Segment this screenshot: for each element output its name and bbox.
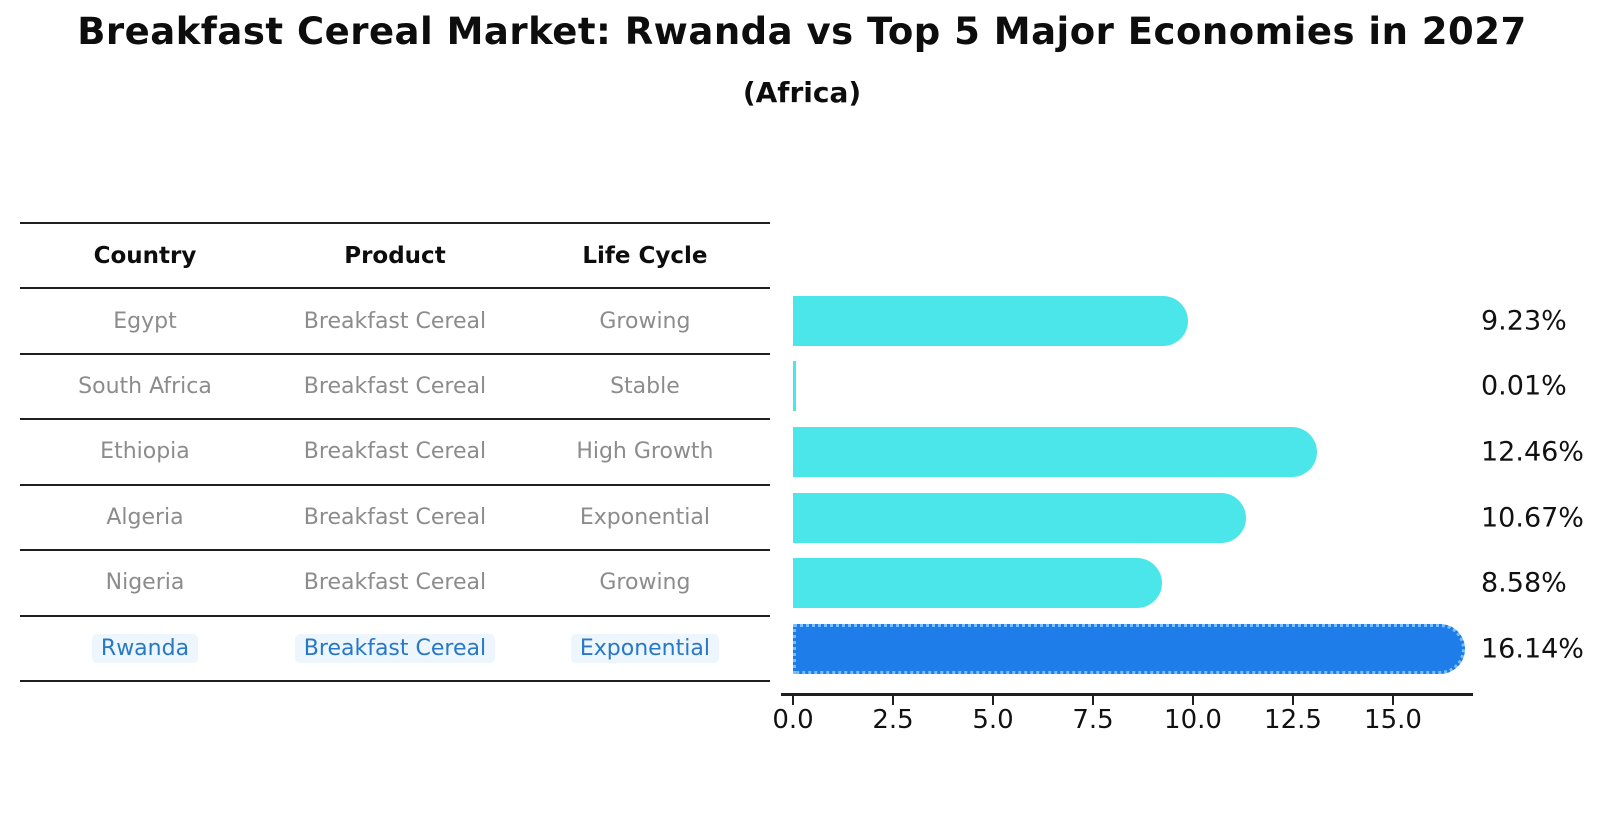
bar-value-label: 8.58%	[1481, 567, 1567, 599]
x-axis-tick-mark	[892, 696, 894, 705]
x-axis-tick-mark	[992, 696, 994, 705]
table-row-egypt: Egypt Breakfast Cereal Growing	[20, 287, 770, 352]
chart-title: Breakfast Cereal Market: Rwanda vs Top 5…	[77, 10, 1527, 53]
x-axis-tick-mark	[1092, 696, 1094, 705]
table-cell-life-cycle: Growing	[520, 309, 770, 334]
country-table: Country Product Life Cycle Egypt Breakfast C…	[20, 222, 770, 682]
bar-rwanda	[793, 624, 1465, 675]
table-header-product: Product	[344, 242, 446, 269]
table-cell-product: Breakfast Cereal	[270, 309, 520, 334]
table-cell-text: Breakfast Cereal	[294, 633, 496, 663]
x-axis-tick-label: 7.5	[1072, 705, 1114, 735]
table-cell-text: South Africa	[78, 374, 212, 400]
table-cell-life-cycle: Exponential	[520, 505, 770, 530]
table-cell-text: Exponential	[570, 633, 719, 663]
x-axis-tick-mark	[1292, 696, 1294, 705]
bar-value-label: 10.67%	[1481, 502, 1584, 534]
table-cell-product: Breakfast Cereal	[270, 439, 520, 464]
table-cell-product: Breakfast Cereal	[270, 570, 520, 595]
table-row-nigeria: Nigeria Breakfast Cereal Growing	[20, 549, 770, 614]
table-row-south-africa: South Africa Breakfast Cereal Stable	[20, 352, 770, 418]
x-axis-tick-label: 10.0	[1164, 705, 1222, 735]
table-cell-text: Breakfast Cereal	[303, 570, 487, 596]
table-row-algeria: Algeria Breakfast Cereal Exponential	[20, 483, 770, 549]
table-cell-country: Nigeria	[20, 570, 270, 595]
x-axis-tick-label: 12.5	[1264, 705, 1322, 735]
x-axis-tick-label: 5.0	[972, 705, 1014, 735]
table-cell-text: Rwanda	[91, 633, 199, 663]
bar-ethiopia	[793, 427, 1318, 477]
chart-subtitle: (Africa)	[742, 76, 862, 109]
table-cell-life-cycle: Growing	[520, 570, 770, 595]
table-row-ethiopia: Ethiopia Breakfast Cereal High Growth	[20, 418, 770, 483]
table-cell-text: Breakfast Cereal	[303, 439, 487, 465]
table-cell-text: Algeria	[106, 504, 184, 530]
table-cell-country: South Africa	[20, 374, 270, 399]
bar-south-africa	[793, 361, 796, 412]
table-cell-life-cycle: Exponential	[520, 633, 770, 663]
x-axis-tick-mark	[1192, 696, 1194, 705]
x-axis-tick-mark	[1392, 696, 1394, 705]
x-axis-tick-mark	[792, 696, 794, 705]
x-axis-tick-label: 2.5	[872, 705, 914, 735]
table-cell-country: Algeria	[20, 505, 270, 530]
table-header-row: Country Product Life Cycle	[20, 222, 770, 287]
bar-value-label: 16.14%	[1481, 633, 1584, 665]
x-axis-tick-label: 0.0	[772, 705, 814, 735]
table-cell-life-cycle: Stable	[520, 374, 770, 399]
table-row-rwanda: Rwanda Breakfast Cereal Exponential	[20, 614, 770, 680]
table-header-country: Country	[93, 242, 197, 269]
table-cell-text: Egypt	[113, 308, 177, 334]
bar-algeria	[793, 492, 1246, 543]
x-axis-tick-label: 15.0	[1364, 705, 1422, 735]
table-cell-product: Breakfast Cereal	[270, 374, 520, 399]
bar-value-label: 12.46%	[1481, 436, 1584, 468]
bar-value-label: 0.01%	[1481, 370, 1567, 402]
bar-value-label: 9.23%	[1481, 305, 1567, 337]
table-cell-country: Ethiopia	[20, 439, 270, 464]
bar-egypt	[793, 295, 1189, 346]
table-cell-text: Ethiopia	[100, 439, 190, 465]
table-cell-product: Breakfast Cereal	[270, 633, 520, 663]
table-cell-text: Nigeria	[105, 570, 185, 596]
bar-nigeria	[793, 558, 1163, 609]
table-cell-country: Egypt	[20, 309, 270, 334]
table-cell-text: Growing	[599, 570, 691, 596]
table-cell-text: Exponential	[579, 504, 710, 530]
table-header-life-cycle: Life Cycle	[582, 242, 708, 269]
table-cell-product: Breakfast Cereal	[270, 505, 520, 530]
x-axis-line	[781, 693, 1473, 696]
table-cell-country: Rwanda	[20, 633, 270, 663]
table-cell-life-cycle: High Growth	[520, 439, 770, 464]
table-cell-text: Growing	[599, 308, 691, 334]
table-cell-text: Stable	[610, 374, 680, 400]
table-cell-text: Breakfast Cereal	[303, 374, 487, 400]
table-cell-text: Breakfast Cereal	[303, 308, 487, 334]
table-cell-text: Breakfast Cereal	[303, 504, 487, 530]
table-cell-text: High Growth	[576, 439, 714, 465]
